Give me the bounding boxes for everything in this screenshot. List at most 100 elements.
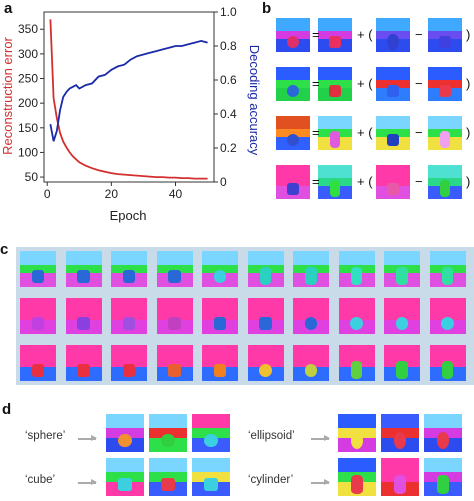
analogy-image (276, 18, 310, 52)
scene-wall (318, 79, 352, 89)
scene-wall (384, 311, 420, 321)
y-axis-right-label: Decoding accuracy (247, 45, 262, 156)
x-tick-label: 20 (105, 187, 119, 201)
scene-wall (293, 311, 329, 321)
minus-sign: − (415, 76, 423, 91)
equals-sign: = (312, 174, 320, 189)
scene-sky (202, 298, 238, 312)
scene-wall (149, 472, 187, 482)
analogy-image (318, 18, 352, 52)
interpolation-image (156, 251, 193, 287)
scene-object-cube (213, 316, 227, 330)
scene-wall (149, 428, 187, 438)
interpolation-image (247, 345, 284, 381)
analogy-image (318, 165, 352, 199)
scene-object-cylinder (329, 131, 341, 149)
plus-sign: + ( (357, 174, 373, 189)
equals-sign: = (312, 125, 320, 140)
scene-object-ellipsoid (393, 431, 407, 450)
scene-sky (338, 345, 375, 359)
scene-sky (376, 67, 410, 80)
scene-object-cube (328, 84, 342, 97)
interpolation-image (20, 345, 56, 381)
scene-sky (318, 18, 352, 31)
generated-image (381, 458, 419, 496)
close-paren: ) (466, 125, 471, 140)
scene-wall (376, 79, 410, 89)
scene-wall (20, 358, 56, 368)
scene-wall (276, 30, 310, 40)
interpolation-image (293, 345, 329, 381)
analogy-image (428, 67, 462, 101)
scene-sky (381, 458, 419, 473)
y-right-tick-label: 0.8 (220, 39, 237, 53)
generated-image (106, 414, 144, 452)
scene-sky (247, 345, 284, 359)
interpolation-image (429, 345, 466, 381)
analogy-image (318, 116, 352, 150)
concept-word: ‘cylinder’ (248, 474, 294, 486)
minus-sign: − (415, 174, 423, 189)
scene-object-cube (77, 269, 90, 283)
interpolation-image (111, 251, 147, 287)
scene-wall (202, 311, 238, 321)
scene-sky (318, 165, 352, 178)
scene-object-sphere (395, 316, 409, 330)
scene-object-cube (31, 363, 45, 377)
close-paren: ) (466, 174, 471, 189)
scene-sky (149, 458, 187, 473)
analogy-image (276, 67, 310, 101)
interpolation-image (429, 251, 466, 287)
scene-object-cube (168, 316, 181, 330)
scene-sky (428, 67, 462, 80)
scene-object-sphere (259, 363, 272, 377)
interpolation-image (202, 345, 238, 381)
scene-sky (429, 298, 466, 312)
decoding-accuracy-line (49, 39, 208, 142)
scene-wall (428, 30, 462, 40)
scene-wall (156, 358, 193, 368)
panel-label-c: c (0, 241, 9, 258)
plus-sign: + ( (357, 27, 373, 42)
scene-wall (247, 358, 284, 368)
scene-object-cube (31, 316, 45, 330)
equals-sign: = (312, 76, 320, 91)
scene-sky (338, 298, 375, 312)
scene-sky (276, 67, 310, 80)
scene-sky (156, 345, 193, 359)
scene-object-cube (118, 477, 132, 492)
analogy-image (376, 165, 410, 199)
analogy-image (318, 67, 352, 101)
y-right-tick-label: 0 (220, 175, 227, 189)
plot-frame (43, 11, 215, 183)
x-tick-label: 40 (169, 187, 183, 201)
generated-image (338, 458, 376, 496)
panel-label-b: b (262, 0, 272, 17)
scene-sky (149, 414, 187, 429)
analogy-image (276, 165, 310, 199)
scene-sky (376, 116, 410, 129)
interpolation-image (247, 251, 284, 287)
y-axis-left-label: Reconstruction error (0, 36, 15, 154)
analogy-image (376, 116, 410, 150)
concept-word: ‘cube’ (25, 474, 56, 486)
interpolation-image (338, 298, 375, 334)
scene-wall (111, 358, 147, 368)
generated-image (106, 458, 144, 496)
scene-sky (338, 458, 376, 473)
scene-object-cube (213, 363, 227, 377)
scene-wall (20, 311, 56, 321)
y-right-tick-label: 0.2 (220, 141, 237, 155)
interpolation-image (65, 251, 102, 287)
scene-sky (338, 414, 376, 429)
scene-sky (111, 298, 147, 312)
interpolation-image (156, 298, 193, 334)
scene-sky (111, 251, 147, 265)
scene-object-cylinder (436, 475, 450, 495)
scene-sky (376, 18, 410, 31)
panel-label-a: a (4, 0, 13, 17)
scene-wall (428, 79, 462, 89)
y-left-tick-label: 250 (18, 72, 38, 86)
scene-wall (202, 358, 238, 368)
scene-object-cube (386, 84, 400, 97)
